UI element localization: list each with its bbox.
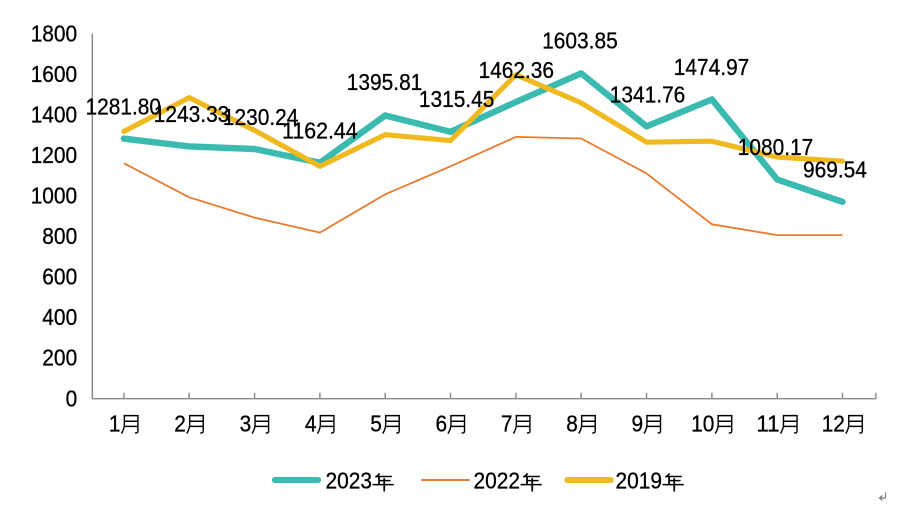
svg-text:1162.44: 1162.44 — [282, 117, 358, 143]
svg-text:2019: 2019 — [616, 468, 663, 494]
svg-text:7: 7 — [501, 411, 513, 437]
svg-text:0: 0 — [66, 385, 78, 411]
svg-text:6: 6 — [436, 411, 448, 437]
svg-text:1315.45: 1315.45 — [419, 86, 495, 112]
svg-text:2022: 2022 — [474, 468, 521, 494]
svg-text:1200: 1200 — [31, 142, 77, 168]
svg-text:200: 200 — [42, 345, 77, 371]
svg-text:1395.81: 1395.81 — [347, 69, 423, 95]
svg-text:969.54: 969.54 — [803, 157, 867, 183]
svg-text:2: 2 — [174, 411, 186, 437]
svg-text:11: 11 — [756, 411, 779, 437]
svg-text:1243.33: 1243.33 — [154, 101, 230, 127]
svg-text:8: 8 — [566, 411, 578, 437]
svg-text:1: 1 — [109, 411, 121, 437]
svg-text:800: 800 — [42, 223, 77, 249]
svg-text:400: 400 — [42, 304, 77, 330]
svg-text:1603.85: 1603.85 — [542, 27, 618, 53]
svg-text:9: 9 — [632, 411, 644, 437]
svg-text:1474.97: 1474.97 — [674, 54, 750, 80]
svg-text:3: 3 — [240, 411, 252, 437]
svg-text:1080.17: 1080.17 — [738, 134, 814, 160]
svg-text:1000: 1000 — [31, 183, 77, 209]
svg-text:10: 10 — [691, 411, 714, 437]
svg-text:1281.80: 1281.80 — [86, 94, 162, 120]
svg-text:1230.24: 1230.24 — [223, 104, 299, 130]
svg-text:600: 600 — [42, 264, 77, 290]
svg-text:2023: 2023 — [326, 468, 373, 494]
svg-text:1462.36: 1462.36 — [479, 57, 555, 83]
svg-text:12: 12 — [822, 411, 845, 437]
svg-text:1341.76: 1341.76 — [610, 82, 686, 108]
svg-text:1800: 1800 — [31, 20, 77, 46]
svg-text:4: 4 — [305, 411, 317, 437]
svg-text:1600: 1600 — [31, 61, 77, 87]
svg-text:1400: 1400 — [31, 101, 77, 127]
svg-text:5: 5 — [370, 411, 382, 437]
